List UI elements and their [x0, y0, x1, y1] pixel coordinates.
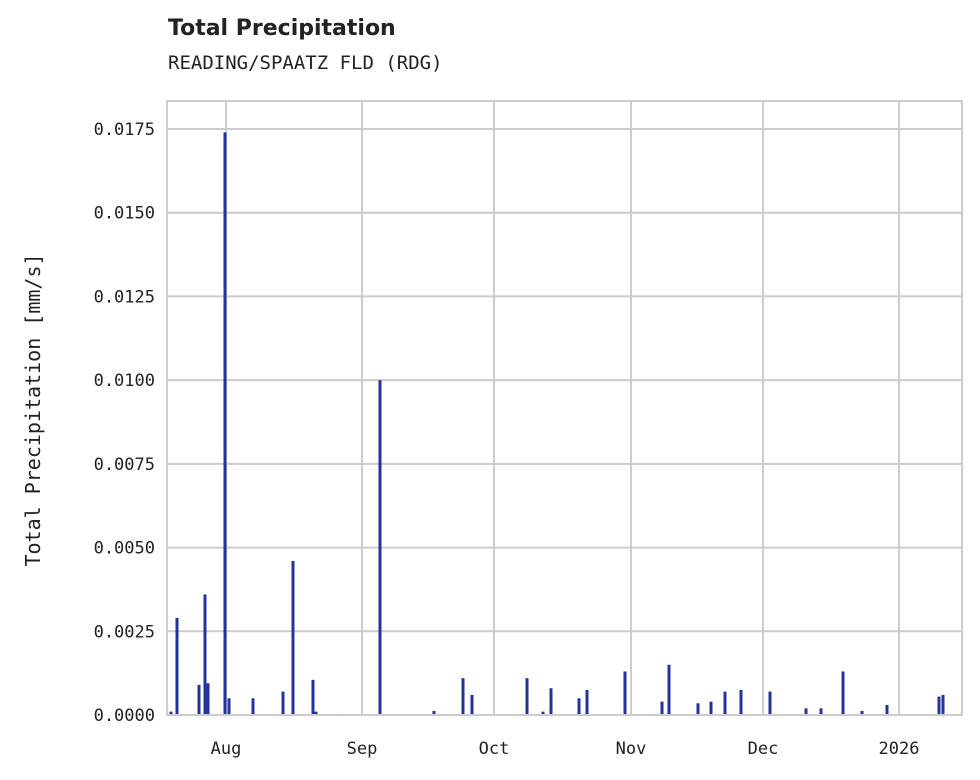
chart-title: Total Precipitation	[168, 16, 396, 41]
y-tick-label: 0.0075	[94, 455, 155, 475]
precipitation-bar	[804, 708, 808, 715]
precipitation-bar	[549, 688, 553, 715]
precipitation-bar	[623, 671, 627, 715]
y-axis-label: Total Precipitation [mm/s]	[21, 253, 45, 566]
precipitation-bars	[169, 132, 945, 715]
precipitation-bar	[768, 691, 772, 715]
precipitation-bar	[169, 711, 173, 715]
precipitation-bar	[281, 691, 285, 715]
precipitation-bar	[197, 684, 201, 715]
precipitation-bar	[841, 671, 845, 715]
y-tick-label: 0.0100	[94, 371, 155, 391]
x-axis-ticks: Aug Sep Oct Nov Dec 2026	[211, 739, 920, 759]
precipitation-bar	[885, 704, 889, 715]
precipitation-bar	[577, 698, 581, 715]
precipitation-bar	[251, 698, 255, 715]
precipitation-bar	[739, 689, 743, 715]
precipitation-bar	[709, 701, 713, 715]
y-tick-label: 0.0000	[94, 706, 155, 726]
y-axis-ticks: 0.0000 0.0025 0.0050 0.0075 0.0100 0.0125 0.01…	[94, 120, 155, 726]
x-tick-label: Dec	[748, 739, 779, 759]
x-tick-label: Nov	[616, 739, 647, 759]
plot-frame	[166, 100, 963, 716]
x-tick-label: Aug	[211, 739, 242, 759]
precipitation-bar	[206, 683, 210, 715]
y-tick-label: 0.0050	[94, 539, 155, 559]
precipitation-bar	[723, 691, 727, 715]
precipitation-bar	[819, 708, 823, 715]
precipitation-bar	[378, 380, 382, 715]
y-tick-label: 0.0125	[94, 287, 155, 307]
x-tick-label: Oct	[479, 739, 510, 759]
precipitation-bar	[541, 711, 545, 715]
precipitation-bar	[227, 698, 231, 715]
precipitation-bar	[203, 594, 207, 715]
grid-lines	[167, 101, 962, 716]
precipitation-bar	[432, 710, 436, 715]
y-tick-label: 0.0175	[94, 120, 155, 140]
y-tick-label: 0.0025	[94, 622, 155, 642]
chart-subtitle: READING/SPAATZ FLD (RDG)	[168, 52, 443, 74]
precipitation-bar	[470, 694, 474, 715]
precipitation-bar	[525, 678, 529, 715]
precipitation-bar	[860, 710, 864, 715]
precipitation-bar	[461, 678, 465, 715]
precipitation-bar	[223, 132, 227, 715]
precipitation-bar	[696, 703, 700, 715]
precipitation-bar	[585, 689, 589, 715]
precipitation-bar	[667, 664, 671, 715]
precipitation-bar	[660, 701, 664, 715]
precipitation-bar	[291, 560, 295, 715]
precipitation-bar	[941, 694, 945, 715]
y-tick-label: 0.0150	[94, 204, 155, 224]
precipitation-bar	[937, 696, 941, 715]
x-tick-label: 2026	[879, 739, 920, 759]
precipitation-bar	[175, 617, 179, 715]
precipitation-bar	[314, 711, 318, 715]
precipitation-bar	[311, 679, 315, 715]
x-tick-label: Sep	[347, 739, 378, 759]
